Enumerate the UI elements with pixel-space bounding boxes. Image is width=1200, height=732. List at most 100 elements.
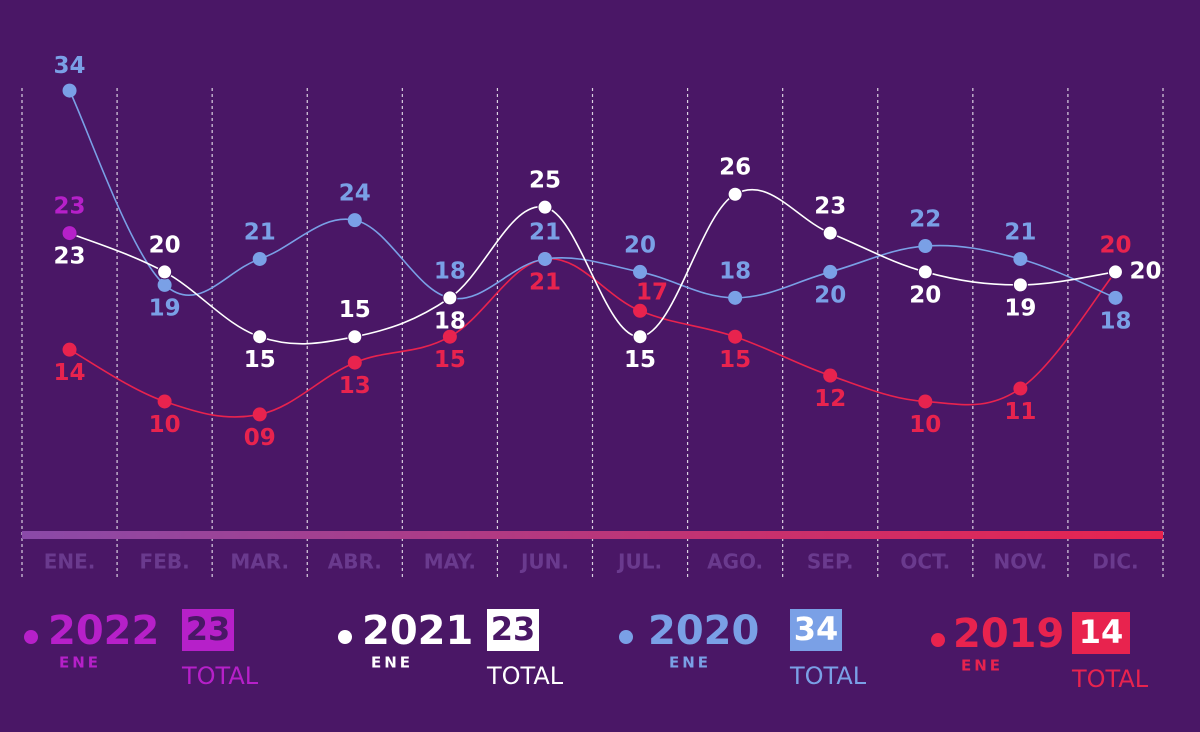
legend-total-box xyxy=(487,609,539,651)
data-point xyxy=(1013,251,1028,266)
data-label: 23 xyxy=(54,194,86,220)
legend-year: 2020 xyxy=(648,608,759,654)
data-label: 15 xyxy=(339,297,371,323)
data-point xyxy=(62,342,77,357)
data-label: 18 xyxy=(434,258,466,284)
data-point xyxy=(157,277,172,292)
legend-year: 2022 xyxy=(48,608,159,654)
data-label: 18 xyxy=(434,308,466,334)
data-point xyxy=(347,329,363,345)
data-point xyxy=(252,329,268,345)
legend-total-value: 14 xyxy=(1079,613,1124,651)
legend-month: ENE xyxy=(59,654,101,672)
data-label: 15 xyxy=(719,347,751,373)
x-tick-label: OCT. xyxy=(900,550,950,574)
data-point xyxy=(728,329,743,344)
data-label: 15 xyxy=(244,347,276,373)
x-tick-label: DIC. xyxy=(1092,550,1138,574)
data-point xyxy=(918,394,933,409)
data-label: 20 xyxy=(149,232,181,258)
data-point xyxy=(252,251,267,266)
data-label: 10 xyxy=(149,412,181,438)
data-point xyxy=(537,199,553,215)
data-point xyxy=(728,290,743,305)
baseline-bar xyxy=(22,531,1163,539)
x-tick-label: MAY. xyxy=(424,550,476,574)
data-point xyxy=(1013,381,1028,396)
data-label: 21 xyxy=(244,219,276,245)
legend-month: ENE xyxy=(961,657,1003,675)
data-label: 34 xyxy=(54,53,86,79)
data-point xyxy=(822,225,838,241)
data-point xyxy=(157,394,172,409)
data-point xyxy=(347,213,362,228)
data-label: 17 xyxy=(636,279,668,305)
data-label: 25 xyxy=(529,168,561,194)
data-point xyxy=(347,355,362,370)
data-label: 26 xyxy=(719,155,751,181)
legend-total-label: TOTAL xyxy=(181,662,259,690)
legend-total-value: 23 xyxy=(186,610,231,648)
data-label: 15 xyxy=(624,347,656,373)
background xyxy=(21,86,1164,578)
data-label: 23 xyxy=(814,194,846,220)
legend-month: ENE xyxy=(371,654,413,672)
data-point xyxy=(918,239,933,254)
data-label: 21 xyxy=(529,269,561,295)
data-point xyxy=(252,407,267,422)
data-label: 20 xyxy=(814,282,846,308)
x-tick-label: MAR. xyxy=(230,550,289,574)
data-point xyxy=(1107,264,1123,280)
data-point xyxy=(633,264,648,279)
data-point xyxy=(157,264,173,280)
legend-dot xyxy=(24,630,38,644)
data-point xyxy=(62,83,77,98)
labels: 14 10 09 13 15 21 17 15 12 10 11 20 34 19 21 24 18 21 20 18… xyxy=(54,53,1162,451)
legend-total-box xyxy=(790,609,842,651)
data-point xyxy=(917,264,933,280)
data-label: 13 xyxy=(339,373,371,399)
dots xyxy=(62,83,1123,422)
data-label: 19 xyxy=(149,295,181,321)
data-label: 21 xyxy=(529,219,561,245)
x-tick-label: AGO. xyxy=(707,550,763,574)
data-label: 20 xyxy=(909,282,941,308)
data-point xyxy=(727,186,743,202)
data-label: 12 xyxy=(814,386,846,412)
data-label: 09 xyxy=(244,425,276,451)
legend-month: ENE xyxy=(669,654,711,672)
x-tick-label: JUN. xyxy=(519,550,569,574)
data-point xyxy=(1108,290,1123,305)
data-label: 10 xyxy=(909,412,941,438)
data-point xyxy=(632,329,648,345)
x-tick-label: JUL. xyxy=(616,550,662,574)
data-label: 20 xyxy=(1129,258,1161,284)
data-point xyxy=(1012,277,1028,293)
data-label: 19 xyxy=(1004,295,1036,321)
data-label: 20 xyxy=(1099,232,1131,258)
data-point xyxy=(823,368,838,383)
x-tick-label: ABR. xyxy=(328,550,382,574)
legend-total-label: TOTAL xyxy=(486,662,564,690)
x-tick-label: FEB. xyxy=(140,550,190,574)
legend-dot xyxy=(619,630,633,644)
legend-dot xyxy=(338,630,352,644)
data-point xyxy=(442,290,458,306)
data-point xyxy=(442,329,457,344)
data-label: 20 xyxy=(624,232,656,258)
data-label: 21 xyxy=(1004,219,1036,245)
data-label: 22 xyxy=(909,207,941,233)
data-label: 15 xyxy=(434,347,466,373)
legend-total-label: TOTAL xyxy=(1071,665,1149,693)
legend-total-label: TOTAL xyxy=(789,662,867,690)
x-tick-label: NOV. xyxy=(994,550,1048,574)
data-point xyxy=(537,251,552,266)
data-point xyxy=(823,264,838,279)
data-label: 14 xyxy=(54,360,86,386)
data-label: 18 xyxy=(719,258,751,284)
legend-total-value: 34 xyxy=(794,610,839,648)
legend: 2022ENE23TOTAL2021ENE23TOTAL2020ENE34TOT… xyxy=(24,608,1149,693)
legend-year: 2021 xyxy=(362,608,473,654)
legend-year: 2019 xyxy=(953,611,1064,657)
